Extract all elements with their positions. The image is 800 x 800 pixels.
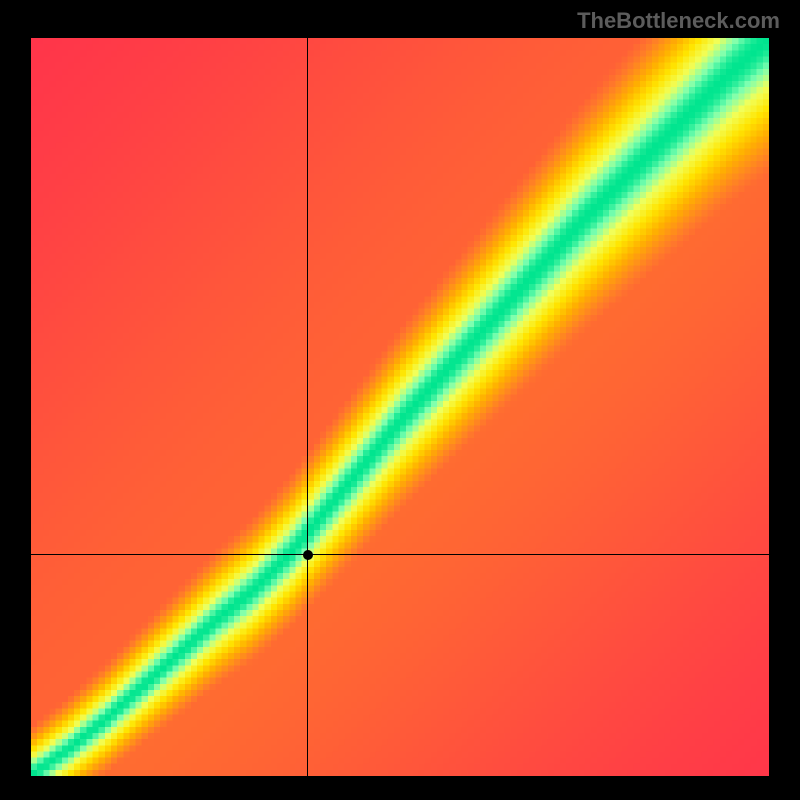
plot-area — [31, 38, 769, 776]
watermark-text: TheBottleneck.com — [577, 8, 780, 34]
crosshair-marker[interactable] — [303, 550, 313, 560]
crosshair-vertical — [307, 38, 308, 776]
crosshair-horizontal — [31, 554, 769, 555]
chart-container: TheBottleneck.com — [0, 0, 800, 800]
heatmap-canvas — [31, 38, 769, 776]
